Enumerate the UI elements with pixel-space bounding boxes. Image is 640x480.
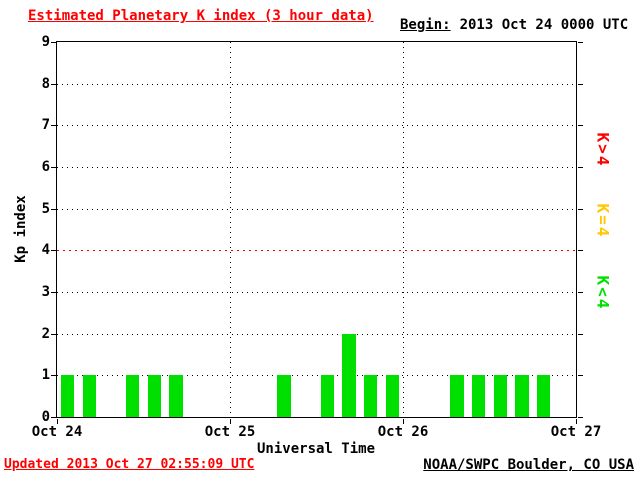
y-tick-right-3	[578, 292, 583, 293]
begin-label: Begin:	[400, 17, 451, 33]
y-tick-left-4	[51, 250, 56, 251]
x-tick-label-oct25: Oct 25	[204, 424, 256, 440]
gridline-y3	[57, 292, 576, 293]
legend-k-gt-4: K>4	[593, 132, 613, 168]
y-tick-right-6	[578, 167, 583, 168]
kp-bar-oct25-slot5	[342, 334, 356, 417]
kp-bar-oct26-slot3	[472, 375, 486, 417]
day-divider-2	[403, 42, 404, 417]
threshold-gridline-y4	[57, 250, 576, 251]
y-tick-right-2	[578, 334, 583, 335]
y-tick-left-7	[51, 125, 56, 126]
y-tick-left-2	[51, 334, 56, 335]
y-tick-right-1	[578, 375, 583, 376]
kp-bar-oct26-slot6	[536, 375, 551, 417]
kp-bar-oct25-slot4	[320, 375, 334, 417]
kp-bar-oct25-slot6	[363, 375, 378, 417]
y-tick-label-2: 2	[41, 325, 50, 342]
legend-k-lt-4: K<4	[593, 275, 613, 311]
y-tick-left-8	[51, 84, 56, 85]
credit-text: NOAA/SWPC Boulder, CO USA	[423, 457, 634, 473]
begin-timestamp: Begin: 2013 Oct 24 0000 UTC	[400, 17, 628, 33]
y-tick-right-4	[578, 250, 583, 251]
day-divider-1	[230, 42, 231, 417]
plot-area	[56, 41, 577, 418]
kp-bar-oct26-slot2	[450, 375, 464, 417]
x-tick-0	[57, 419, 58, 424]
y-tick-left-5	[51, 209, 56, 210]
x-tick-3	[576, 419, 577, 424]
x-axis-title: Universal Time	[256, 441, 376, 457]
gridline-y1	[57, 375, 576, 376]
y-tick-label-0: 0	[41, 409, 50, 425]
y-tick-left-9	[51, 42, 56, 43]
chart-title: Estimated Planetary K index (3 hour data…	[28, 8, 374, 24]
y-tick-label-3: 3	[41, 284, 50, 300]
gridline-y6	[57, 167, 576, 168]
kp-bar-oct25-slot2	[277, 375, 291, 417]
y-tick-right-7	[578, 125, 583, 126]
kp-bar-oct24-slot5	[169, 375, 183, 417]
kp-bar-oct24-slot0	[61, 375, 75, 417]
y-tick-left-1	[51, 375, 56, 376]
updated-timestamp: Updated 2013 Oct 27 02:55:09 UTC	[4, 457, 255, 472]
x-tick-2	[403, 419, 404, 424]
y-tick-label-8: 8	[41, 75, 50, 92]
x-tick-1	[230, 419, 231, 424]
y-tick-right-8	[578, 84, 583, 85]
y-tick-label-7: 7	[41, 117, 50, 134]
y-axis-title: Kp index	[13, 195, 29, 263]
y-tick-right-9	[578, 42, 583, 43]
y-tick-left-6	[51, 167, 56, 168]
y-tick-label-9: 9	[41, 34, 50, 50]
y-tick-left-3	[51, 292, 56, 293]
kp-bar-oct26-slot4	[493, 375, 507, 417]
y-tick-label-1: 1	[41, 367, 50, 384]
gridline-y2	[57, 334, 576, 335]
y-tick-label-4: 4	[41, 242, 50, 259]
kp-bar-oct24-slot4	[147, 375, 161, 417]
legend-k-eq-4: K=4	[593, 203, 613, 239]
kp-bar-oct25-slot7	[385, 375, 399, 417]
x-tick-label-oct24: Oct 24	[31, 424, 83, 440]
y-tick-left-0	[51, 417, 56, 418]
y-tick-label-6: 6	[41, 159, 50, 175]
y-tick-right-0	[578, 417, 583, 418]
kp-bar-oct24-slot3	[126, 375, 140, 417]
kp-bar-oct26-slot5	[515, 375, 529, 417]
y-tick-right-5	[578, 209, 583, 210]
begin-value: 2013 Oct 24 0000 UTC	[459, 17, 629, 33]
kp-bar-oct24-slot1	[82, 375, 97, 417]
y-tick-label-5: 5	[41, 200, 50, 217]
gridline-y8	[57, 84, 576, 85]
gridline-y7	[57, 125, 576, 126]
gridline-y5	[57, 209, 576, 210]
x-tick-label-oct27: Oct 27	[550, 424, 602, 440]
x-tick-label-oct26: Oct 26	[377, 424, 429, 440]
